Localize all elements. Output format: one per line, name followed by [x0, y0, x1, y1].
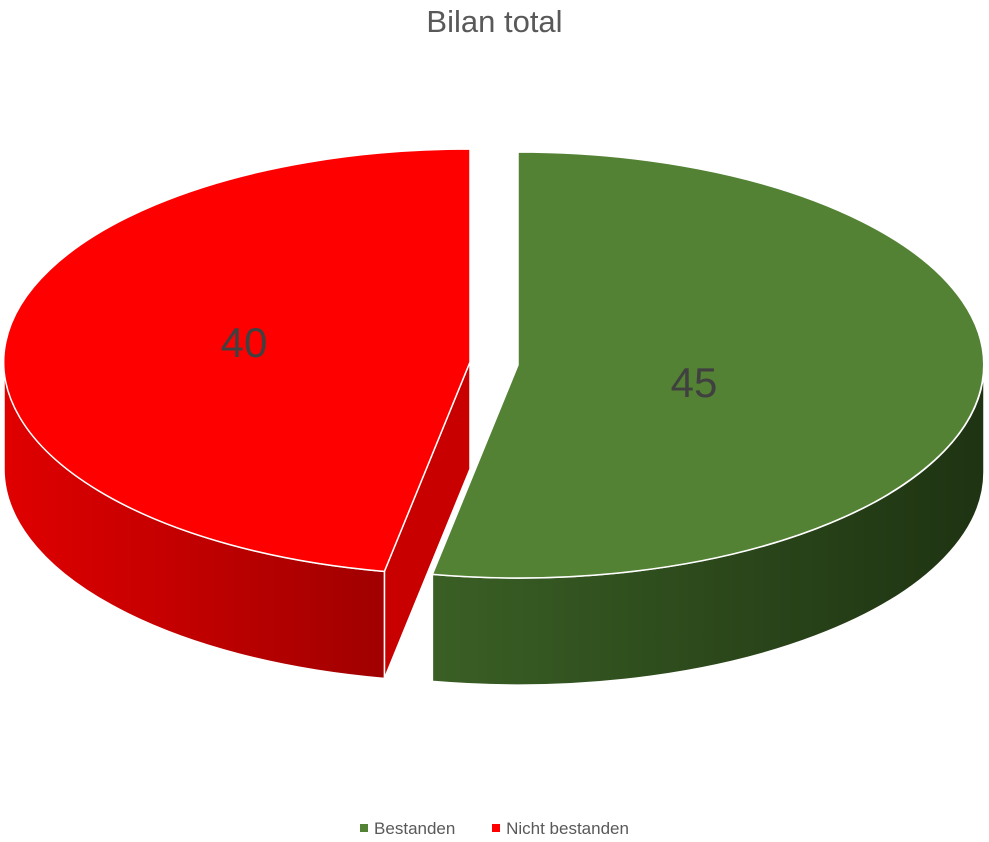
legend: Bestanden Nicht bestanden — [0, 819, 989, 839]
slice-top-bestanden — [431, 151, 985, 579]
slice-top-nicht-bestanden — [2, 148, 471, 573]
legend-label-nicht-bestanden: Nicht bestanden — [506, 819, 629, 838]
legend-item-nicht-bestanden: Nicht bestanden — [492, 819, 629, 839]
legend-swatch-bestanden — [360, 824, 369, 832]
legend-label-bestanden: Bestanden — [374, 819, 456, 838]
data-label-bestanden: 45 — [671, 359, 718, 406]
legend-swatch-nicht-bestanden — [492, 824, 501, 832]
chart-title: Bilan total — [426, 4, 563, 39]
legend-item-bestanden: Bestanden — [360, 819, 455, 839]
data-label-nicht-bestanden: 40 — [221, 319, 268, 366]
slice-nicht-bestanden — [2, 148, 471, 680]
slice-bestanden — [431, 151, 985, 686]
